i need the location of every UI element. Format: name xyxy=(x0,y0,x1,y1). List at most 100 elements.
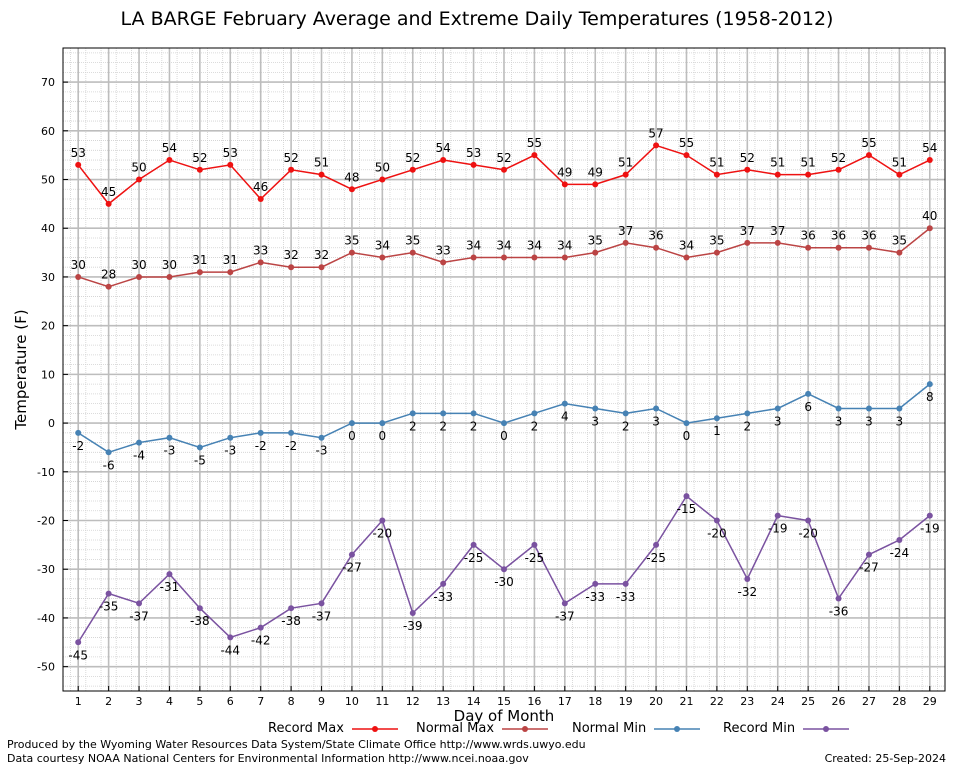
data-point-record-min xyxy=(865,551,872,558)
data-label-record-min: -45 xyxy=(68,648,88,662)
data-point-normal-max xyxy=(561,254,568,261)
data-point-record-max xyxy=(865,152,872,159)
x-tick-label: 18 xyxy=(588,695,602,708)
data-label-record-max: 50 xyxy=(131,161,146,175)
data-point-normal-min xyxy=(257,429,264,436)
data-label-record-max: 51 xyxy=(709,156,724,170)
x-tick-label: 26 xyxy=(832,695,846,708)
data-point-record-max xyxy=(592,181,599,188)
data-point-record-max xyxy=(805,171,812,178)
chart-title: LA BARGE February Average and Extreme Da… xyxy=(120,8,834,30)
y-tick-label: 40 xyxy=(41,222,55,235)
y-tick-label: 30 xyxy=(41,271,55,284)
data-label-record-max: 51 xyxy=(618,156,633,170)
data-label-normal-max: 35 xyxy=(405,234,420,248)
data-label-normal-min: -2 xyxy=(255,439,267,453)
data-point-record-min xyxy=(896,536,903,543)
data-point-normal-max xyxy=(136,273,143,280)
data-label-record-min: -37 xyxy=(129,609,149,623)
y-tick-label: -20 xyxy=(37,515,55,528)
data-point-record-max xyxy=(196,166,203,173)
data-point-normal-max xyxy=(288,264,295,271)
data-point-normal-max xyxy=(470,254,477,261)
data-point-record-min xyxy=(744,575,751,582)
x-tick-label: 11 xyxy=(375,695,389,708)
data-point-record-min xyxy=(75,639,82,646)
data-point-normal-max xyxy=(592,249,599,256)
data-label-normal-min: 2 xyxy=(439,419,447,433)
data-label-record-max: 51 xyxy=(892,156,907,170)
data-label-record-max: 49 xyxy=(557,165,572,179)
data-label-normal-max: 32 xyxy=(283,248,298,262)
data-label-normal-max: 33 xyxy=(253,243,268,257)
data-label-record-max: 49 xyxy=(588,165,603,179)
data-point-record-min xyxy=(501,566,507,573)
data-label-record-min: -25 xyxy=(525,551,545,565)
data-point-record-min xyxy=(379,517,386,524)
legend-item-normal-max: Normal Max xyxy=(416,721,550,736)
x-tick-label: 15 xyxy=(497,695,511,708)
data-point-record-min xyxy=(196,605,203,612)
data-point-normal-max xyxy=(744,239,751,246)
data-point-normal-min xyxy=(318,434,325,441)
data-label-record-max: 52 xyxy=(496,151,511,165)
data-label-record-max: 51 xyxy=(314,156,329,170)
legend-swatch-record-max xyxy=(351,725,398,732)
data-label-normal-max: 37 xyxy=(740,224,755,238)
data-point-record-min xyxy=(653,541,660,548)
x-tick-label: 3 xyxy=(136,695,143,708)
x-axis-label: Day of Month xyxy=(454,707,555,725)
data-point-normal-max xyxy=(166,273,173,280)
data-label-normal-min: 3 xyxy=(835,414,843,428)
data-label-record-min: -25 xyxy=(464,551,484,565)
data-label-normal-max: 30 xyxy=(71,258,86,272)
data-point-record-min xyxy=(440,580,447,587)
data-point-record-min xyxy=(805,517,812,524)
y-tick-label: 0 xyxy=(48,417,55,430)
data-label-normal-max: 36 xyxy=(800,229,815,243)
data-point-normal-min xyxy=(865,405,872,412)
y-tick-label: -50 xyxy=(37,661,55,674)
legend-label-normal-min: Normal Min xyxy=(572,721,647,736)
data-point-normal-max xyxy=(835,244,842,251)
data-point-normal-min xyxy=(805,390,812,397)
legend-label-normal-max: Normal Max xyxy=(416,721,495,736)
data-point-record-min xyxy=(166,571,173,578)
data-label-record-min: -27 xyxy=(342,561,362,575)
footer-produced-by: Produced by the Wyoming Water Resources … xyxy=(7,738,586,751)
data-point-record-max xyxy=(166,157,173,164)
data-point-record-max xyxy=(531,152,538,159)
legend-item-record-min: Record Min xyxy=(723,721,851,736)
x-tick-label: 23 xyxy=(740,695,754,708)
data-label-normal-min: 2 xyxy=(470,419,478,433)
legend-label-record-max: Record Max xyxy=(268,721,344,736)
data-point-record-min xyxy=(683,493,690,500)
data-label-record-max: 55 xyxy=(679,136,694,150)
data-point-record-max xyxy=(835,166,842,173)
data-label-normal-max: 36 xyxy=(861,229,876,243)
data-point-normal-max xyxy=(227,269,234,276)
x-tick-label: 6 xyxy=(227,695,234,708)
data-label-record-max: 55 xyxy=(527,136,542,150)
data-label-normal-min: 0 xyxy=(500,429,508,443)
data-point-normal-max xyxy=(774,239,781,246)
data-label-record-max: 45 xyxy=(101,185,116,199)
data-label-normal-max: 35 xyxy=(588,234,603,248)
data-point-normal-min xyxy=(409,410,416,417)
legend-swatch-normal-max xyxy=(502,725,549,732)
data-point-normal-max xyxy=(926,225,933,232)
data-label-record-min: -31 xyxy=(160,580,180,594)
data-point-normal-max xyxy=(622,239,629,246)
data-point-record-min xyxy=(622,580,629,587)
x-tick-label: 4 xyxy=(166,695,173,708)
x-tick-label: 25 xyxy=(801,695,815,708)
data-label-record-min: -19 xyxy=(768,522,788,536)
x-tick-label: 8 xyxy=(288,695,295,708)
data-label-record-min: -37 xyxy=(312,609,332,623)
data-point-normal-max xyxy=(348,249,355,256)
y-tick-label: 60 xyxy=(41,125,55,138)
data-label-normal-min: 3 xyxy=(896,414,904,428)
data-label-record-min: -15 xyxy=(677,502,697,516)
data-point-normal-min xyxy=(835,405,842,412)
